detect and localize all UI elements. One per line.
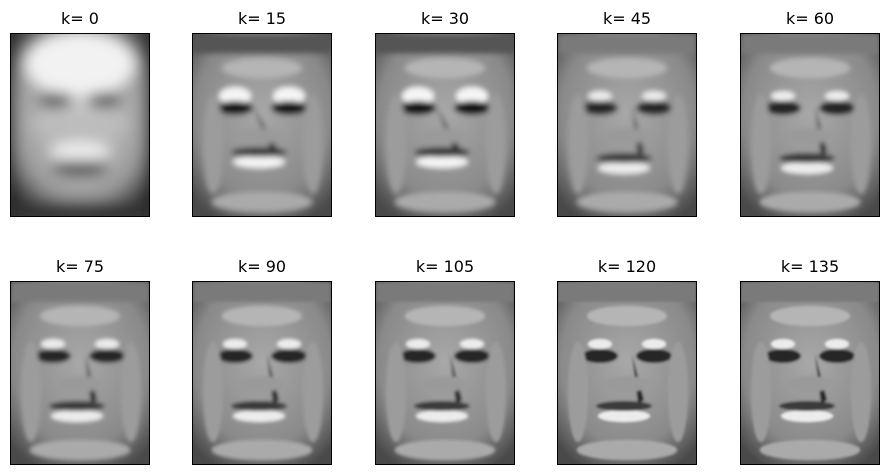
panel-title: k= 135 [780, 257, 840, 276]
face-frame [10, 33, 150, 217]
panel-title: k= 15 [237, 9, 287, 28]
face-frame [192, 33, 332, 217]
face-image [741, 34, 879, 216]
panel-title: k= 75 [55, 257, 105, 276]
face-image [558, 34, 696, 216]
panel-title: k= 60 [785, 9, 835, 28]
face-image [193, 34, 331, 216]
face-frame [740, 33, 880, 217]
face-frame [10, 281, 150, 465]
face-image [376, 34, 514, 216]
panel-title: k= 45 [602, 9, 652, 28]
face-image [11, 34, 149, 216]
panel-title: k= 120 [597, 257, 657, 276]
face-image [193, 282, 331, 464]
face-image [741, 282, 879, 464]
face-image [11, 282, 149, 464]
panel-title: k= 30 [420, 9, 470, 28]
panel-title: k= 105 [415, 257, 475, 276]
face-image [558, 282, 696, 464]
face-frame [740, 281, 880, 465]
face-frame [192, 281, 332, 465]
panel-title: k= 0 [61, 9, 99, 28]
face-frame [375, 281, 515, 465]
panel-title: k= 90 [237, 257, 287, 276]
face-frame [557, 33, 697, 217]
face-frame [375, 33, 515, 217]
face-frame [557, 281, 697, 465]
face-image [376, 282, 514, 464]
